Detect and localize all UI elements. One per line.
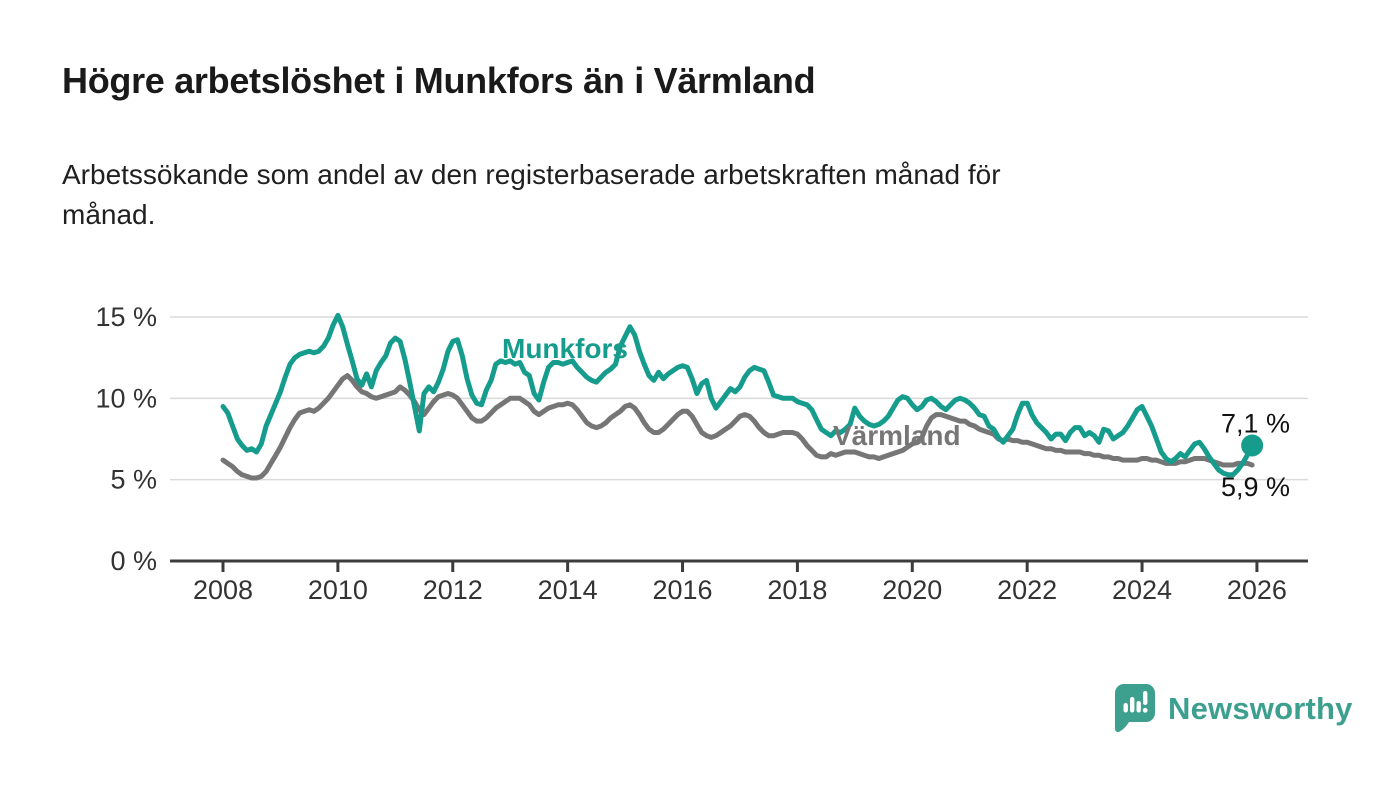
- series-line-munkfors: [220, 312, 1255, 478]
- x-axis-tick-label: 2022: [997, 575, 1057, 605]
- x-axis-tick-label: 2026: [1227, 575, 1287, 605]
- y-axis-tick-label: 15 %: [95, 302, 157, 332]
- gridlines: [170, 316, 1308, 481]
- chart-subtitle: Arbetssökande som andel av den registerb…: [62, 159, 1001, 230]
- series-lines: [220, 312, 1255, 481]
- y-axis-tick-label: 0 %: [110, 546, 157, 576]
- series-label-munkfors: Munkfors: [502, 333, 628, 364]
- series-line-varmland: [220, 373, 1255, 481]
- x-axis-tick-label: 2008: [193, 575, 253, 605]
- x-axis-labels: 2008 2010 2012 2014 2016 2018 2020 2022 2024 2026: [193, 575, 1287, 605]
- x-axis-tick-label: 2016: [652, 575, 712, 605]
- x-axis-tick-label: 2024: [1112, 575, 1172, 605]
- x-axis-tick-label: 2012: [423, 575, 483, 605]
- x-axis: [170, 559, 1308, 572]
- newsworthy-logo[interactable]: Newsworthy: [1115, 684, 1353, 734]
- x-axis-tick-label: 2018: [767, 575, 827, 605]
- newsworthy-logo-text: Newsworthy: [1168, 691, 1353, 726]
- x-axis-tick-label: 2014: [538, 575, 598, 605]
- x-axis-tick-label: 2010: [308, 575, 368, 605]
- series-label-varmland: Värmland: [833, 420, 961, 451]
- y-axis-tick-label: 10 %: [95, 383, 157, 413]
- newsworthy-logo-icon: [1115, 684, 1155, 732]
- munkfors-end-dot: [1241, 434, 1264, 457]
- munkfors-end-value-label: 7,1 %: [1221, 409, 1290, 439]
- y-axis-labels: 0 % 5 % 10 % 15 %: [95, 302, 157, 576]
- varmland-end-value-label: 5,9 %: [1221, 472, 1290, 502]
- page-title: Högre arbetslöshet i Munkfors än i Värml…: [62, 60, 816, 101]
- y-axis-tick-label: 5 %: [110, 465, 157, 495]
- x-axis-tick-label: 2020: [882, 575, 942, 605]
